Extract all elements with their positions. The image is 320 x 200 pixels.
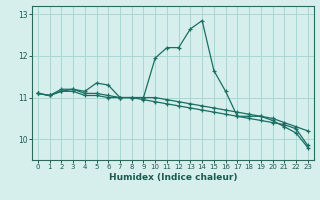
- X-axis label: Humidex (Indice chaleur): Humidex (Indice chaleur): [108, 173, 237, 182]
